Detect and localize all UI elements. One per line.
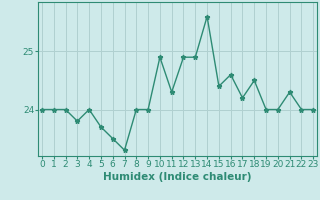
X-axis label: Humidex (Indice chaleur): Humidex (Indice chaleur) [103,172,252,182]
